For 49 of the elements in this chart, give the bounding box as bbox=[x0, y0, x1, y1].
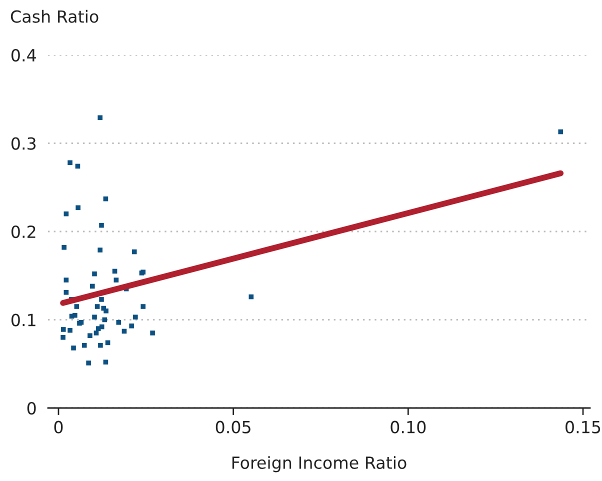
point bbox=[102, 317, 108, 322]
point bbox=[86, 360, 91, 366]
y-tick-label: 0.2 bbox=[11, 225, 36, 238]
point bbox=[88, 333, 92, 338]
point bbox=[64, 278, 69, 282]
point bbox=[133, 314, 138, 320]
point bbox=[99, 222, 104, 228]
point bbox=[92, 314, 97, 320]
point bbox=[64, 290, 69, 295]
x-tick-label: 0.05 bbox=[216, 420, 250, 434]
x-tick-label: 0 bbox=[54, 420, 63, 434]
y-tick-label: 0 bbox=[27, 402, 36, 415]
x-tick-label: 0.15 bbox=[566, 420, 600, 434]
point bbox=[114, 278, 119, 282]
point bbox=[96, 326, 101, 331]
point bbox=[71, 346, 76, 350]
y-tick-label: 0.4 bbox=[11, 48, 36, 62]
point bbox=[62, 244, 66, 250]
point bbox=[150, 330, 155, 336]
point bbox=[76, 205, 80, 210]
point bbox=[129, 324, 134, 328]
point bbox=[74, 304, 80, 309]
point bbox=[64, 211, 69, 216]
point bbox=[98, 342, 103, 348]
point bbox=[132, 249, 137, 254]
point bbox=[103, 360, 108, 365]
point bbox=[82, 342, 87, 348]
point bbox=[68, 160, 72, 166]
point bbox=[90, 284, 95, 289]
point bbox=[94, 330, 99, 336]
point bbox=[94, 304, 100, 309]
point bbox=[92, 271, 97, 276]
point bbox=[116, 320, 122, 325]
y-axis-title: Cash Ratio bbox=[10, 10, 98, 23]
point bbox=[68, 328, 72, 333]
x-axis-title: Foreign Income Ratio bbox=[232, 456, 406, 472]
point bbox=[72, 312, 78, 318]
point bbox=[558, 129, 564, 134]
point bbox=[104, 308, 108, 314]
y-tick-label: 0.3 bbox=[11, 137, 36, 150]
point bbox=[60, 327, 66, 332]
point bbox=[103, 196, 108, 202]
point bbox=[140, 304, 146, 309]
point bbox=[98, 248, 103, 252]
point bbox=[60, 334, 66, 340]
point bbox=[99, 297, 104, 302]
x-tick-label: 0.10 bbox=[390, 420, 426, 434]
point bbox=[98, 115, 103, 120]
y-tick-label: 0.1 bbox=[11, 314, 36, 326]
